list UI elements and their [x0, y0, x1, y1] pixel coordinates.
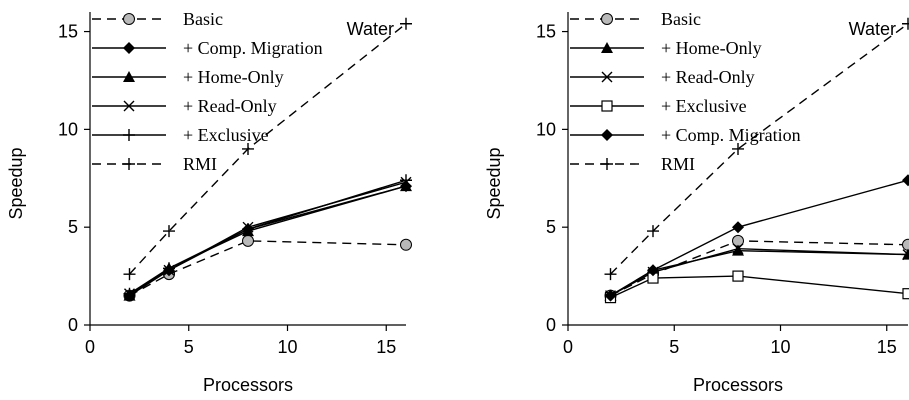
series-line: [610, 179, 909, 297]
series-line: [129, 240, 407, 297]
legend-label: + Read-Only: [661, 67, 755, 87]
legend-label: + Home-Only: [661, 38, 762, 58]
y-tick-label: 5: [546, 217, 556, 237]
legend-label: + Comp. Migration: [183, 38, 323, 58]
legend-label: + Home-Only: [183, 67, 284, 87]
legend-marker: [601, 13, 613, 25]
legend-marker: [123, 100, 135, 112]
data-point: [163, 262, 175, 275]
data-point: [400, 238, 412, 251]
x-tick-label: 0: [85, 337, 95, 357]
chart-panel-1: 0 5 10 15 0 5 10 15 Processors Speedup Water Basic +…: [6, 9, 412, 395]
y-tick-label: 5: [68, 217, 78, 237]
legend-label: + Read-Only: [183, 96, 277, 116]
legend-label: + Exclusive: [183, 125, 269, 145]
legend-marker: [123, 42, 135, 54]
legend-label: RMI: [183, 154, 217, 174]
series-line: [610, 240, 909, 297]
data-point: [123, 268, 136, 281]
data-point: [163, 225, 175, 238]
legend-label: RMI: [661, 154, 695, 174]
x-tick-label: 10: [770, 337, 790, 357]
series-3: [124, 176, 412, 300]
legend-label: Basic: [661, 9, 701, 29]
x-tick-label: 5: [669, 337, 679, 357]
data-point: [732, 142, 744, 155]
x-tick-label: 15: [376, 337, 396, 357]
data-point: [242, 142, 254, 155]
data-point: [242, 223, 254, 236]
y-axis-title: Speedup: [484, 147, 504, 219]
legend-marker: [123, 129, 135, 141]
series-5: [604, 17, 909, 281]
series-4: [123, 174, 412, 300]
legend: Basic + Home-Only + Read-Only + Exclusive + …: [570, 9, 801, 174]
series-4: [604, 174, 909, 302]
legend-marker: [123, 13, 135, 25]
legend-marker: [123, 158, 135, 170]
legend-label: + Exclusive: [661, 96, 747, 116]
chart-annotation: Water: [347, 19, 394, 39]
data-point: [732, 244, 744, 256]
data-point: [902, 17, 909, 30]
series-line: [129, 179, 407, 295]
legend-label: Basic: [183, 9, 223, 29]
data-point: [647, 264, 659, 277]
legend-marker: [601, 129, 613, 141]
series-line: [610, 23, 909, 275]
y-axis-title: Speedup: [6, 147, 26, 219]
data-point: [732, 270, 744, 282]
x-axis-title: Processors: [693, 375, 783, 395]
data-point: [604, 268, 617, 281]
data-point: [902, 288, 909, 300]
series-2: [123, 180, 412, 301]
y-tick-label: 10: [58, 119, 78, 139]
x-tick-label: 10: [277, 337, 297, 357]
y-tick-label: 0: [546, 315, 556, 335]
x-tick-label: 0: [563, 337, 573, 357]
data-point: [123, 287, 136, 300]
series-line: [610, 275, 909, 299]
data-point: [400, 17, 412, 30]
data-point: [242, 234, 254, 247]
x-axis-title: Processors: [203, 375, 293, 395]
series-line: [128, 23, 407, 275]
legend: Basic + Comp. Migration + Home-Only + Read-…: [92, 9, 323, 174]
y-tick-label: 15: [536, 22, 556, 42]
legend-label: + Comp. Migration: [661, 125, 801, 145]
legend-marker: [601, 42, 613, 53]
y-tick-label: 15: [58, 22, 78, 42]
y-tick-label: 0: [68, 315, 78, 335]
data-point: [902, 249, 909, 261]
data-point: [400, 174, 412, 187]
legend-marker: [601, 158, 613, 170]
data-point: [647, 225, 659, 238]
data-point: [902, 174, 909, 187]
y-tick-label: 10: [536, 119, 556, 139]
x-tick-label: 15: [877, 337, 897, 357]
legend-marker: [601, 100, 613, 112]
series-3: [604, 270, 909, 304]
series-line: [610, 248, 909, 297]
chart-panel-2: 0 5 10 15 0 5 10 15 Processors Speedup Water Basic +…: [484, 9, 909, 395]
legend-marker: [123, 71, 135, 82]
series-5: [123, 17, 412, 281]
legend-marker: [601, 71, 613, 83]
data-point: [604, 289, 617, 302]
data-point: [732, 243, 744, 255]
chart-annotation: Water: [849, 19, 896, 39]
data-point: [732, 221, 744, 234]
x-tick-label: 5: [184, 337, 194, 357]
